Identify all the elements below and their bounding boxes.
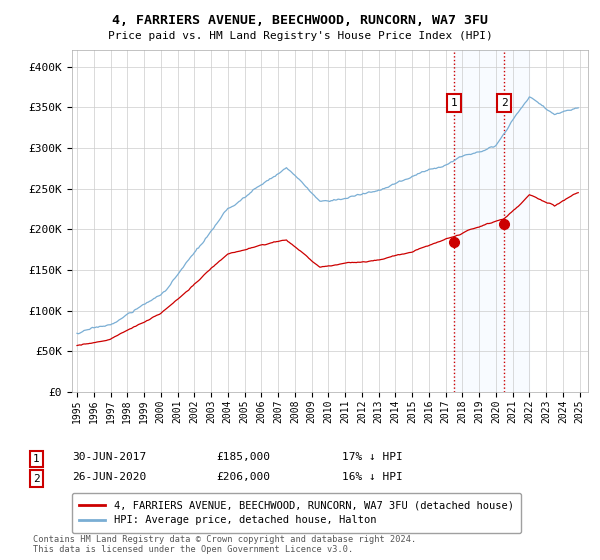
Text: 2: 2 [501,98,508,108]
Text: £185,000: £185,000 [216,452,270,463]
Text: 26-JUN-2020: 26-JUN-2020 [72,472,146,482]
Legend: 4, FARRIERS AVENUE, BEECHWOOD, RUNCORN, WA7 3FU (detached house), HPI: Average p: 4, FARRIERS AVENUE, BEECHWOOD, RUNCORN, … [72,493,521,533]
Text: 1: 1 [451,98,457,108]
Text: Price paid vs. HM Land Registry's House Price Index (HPI): Price paid vs. HM Land Registry's House … [107,31,493,41]
Text: 2: 2 [33,474,40,484]
Text: 4, FARRIERS AVENUE, BEECHWOOD, RUNCORN, WA7 3FU: 4, FARRIERS AVENUE, BEECHWOOD, RUNCORN, … [112,14,488,27]
Text: 16% ↓ HPI: 16% ↓ HPI [342,472,403,482]
Text: Contains HM Land Registry data © Crown copyright and database right 2024.
This d: Contains HM Land Registry data © Crown c… [33,535,416,554]
Text: 17% ↓ HPI: 17% ↓ HPI [342,452,403,463]
Text: 1: 1 [33,454,40,464]
Text: 30-JUN-2017: 30-JUN-2017 [72,452,146,463]
Text: £206,000: £206,000 [216,472,270,482]
Bar [454,50,529,392]
